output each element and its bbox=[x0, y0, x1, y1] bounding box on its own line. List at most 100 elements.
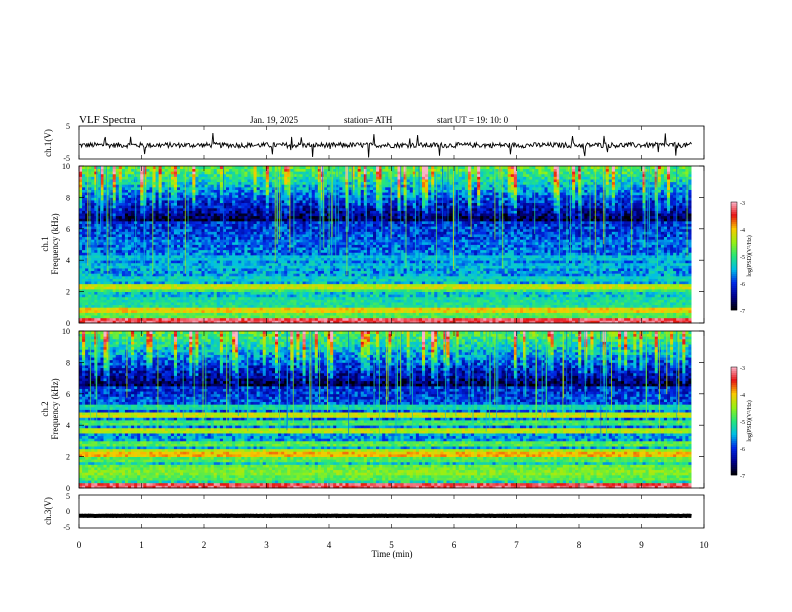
x-tick-label: 10 bbox=[700, 540, 710, 550]
colorbar-tick: -7 bbox=[740, 474, 745, 480]
colorbar-cell bbox=[731, 471, 737, 474]
colorbar-cell bbox=[731, 214, 737, 217]
colorbar-cell bbox=[731, 451, 737, 454]
colorbar-cell bbox=[731, 230, 737, 233]
colorbar-cell bbox=[731, 381, 737, 384]
date-label: Jan. 19, 2025 bbox=[250, 115, 298, 125]
ytick-label: 8 bbox=[66, 193, 70, 202]
colorbar-cell bbox=[731, 240, 737, 243]
colorbar-cell bbox=[731, 379, 737, 382]
ytick-label: 2 bbox=[66, 453, 70, 462]
ytick-label: 4 bbox=[66, 421, 70, 430]
colorbar-cell bbox=[731, 252, 737, 255]
ch1-spec-label: ch.1 bbox=[40, 236, 50, 251]
colorbar-cell bbox=[731, 439, 737, 442]
colorbar-cell bbox=[731, 377, 737, 380]
colorbar-cell bbox=[731, 254, 737, 257]
colorbar-cell bbox=[731, 268, 737, 271]
ch1-trace bbox=[78, 132, 692, 158]
colorbar-cell bbox=[731, 222, 737, 225]
station-label: station= ATH bbox=[344, 115, 393, 125]
colorbar-cell bbox=[731, 421, 737, 424]
colorbar-cell bbox=[731, 264, 737, 267]
x-tick-label: 0 bbox=[77, 540, 82, 550]
colorbar-cell bbox=[731, 403, 737, 406]
ch1-colorbar: -3 -4 -5 -6 -7 log(PSD)(V²/Hz) bbox=[730, 201, 753, 315]
start-ut-label: start UT = 19: 10: 0 bbox=[437, 115, 509, 125]
colorbar-cell bbox=[731, 302, 737, 305]
colorbar-cell bbox=[731, 407, 737, 410]
colorbar-cell bbox=[731, 425, 737, 428]
figure-title: VLF Spectra bbox=[79, 114, 136, 126]
colorbar-cell bbox=[731, 258, 737, 261]
colorbar-cell bbox=[731, 437, 737, 440]
colorbar-cell bbox=[731, 276, 737, 279]
time-axis: 0 1 2 3 4 5 6 7 8 9 10 bbox=[77, 126, 709, 550]
x-tick-label: 4 bbox=[327, 540, 332, 550]
colorbar-cell bbox=[731, 278, 737, 281]
ytick-label: 6 bbox=[66, 390, 70, 399]
colorbar-cell bbox=[731, 286, 737, 289]
colorbar-cell bbox=[731, 469, 737, 472]
ch2-spec-label: ch.2 bbox=[40, 401, 50, 416]
x-tick-label: 6 bbox=[452, 540, 457, 550]
colorbar-cell bbox=[731, 244, 737, 247]
colorbar-tick: -3 bbox=[740, 366, 745, 372]
ch3-frame bbox=[78, 494, 705, 529]
colorbar-cell bbox=[731, 298, 737, 301]
ch1-spectrogram-panel: 0 2 4 6 8 10 ch.1 Frequency (kHz) -3 -4 -5 -6 -7 l… bbox=[40, 162, 753, 328]
colorbar-cell bbox=[731, 433, 737, 436]
colorbar-cell bbox=[731, 274, 737, 277]
colorbar-tick: -5 bbox=[740, 255, 745, 261]
colorbar-cell bbox=[731, 419, 737, 422]
colorbar-cell bbox=[731, 256, 737, 259]
ytick-label: 4 bbox=[66, 256, 70, 265]
ch1-spec-ylabel: Frequency (kHz) bbox=[50, 213, 60, 274]
colorbar-cell bbox=[731, 248, 737, 251]
colorbar-cell bbox=[731, 234, 737, 237]
colorbar-tick: -3 bbox=[740, 201, 745, 207]
colorbar-cell bbox=[731, 250, 737, 253]
ch3-ylabel: ch.3(V) bbox=[43, 497, 53, 525]
colorbar-cell bbox=[731, 383, 737, 386]
ytick-label: 6 bbox=[66, 225, 70, 234]
colorbar-cell bbox=[731, 447, 737, 450]
colorbar-cell bbox=[731, 262, 737, 265]
colorbar-cell bbox=[731, 260, 737, 263]
ch1-spectrogram-image bbox=[79, 166, 704, 324]
colorbar-tick: -6 bbox=[740, 282, 745, 288]
colorbar-cell bbox=[731, 212, 737, 215]
x-tick-label: 8 bbox=[577, 540, 582, 550]
colorbar-cell bbox=[731, 232, 737, 235]
colorbar-cell bbox=[731, 371, 737, 374]
colorbar-cell bbox=[731, 465, 737, 468]
colorbar-cell bbox=[731, 206, 737, 209]
colorbar-label: log(PSD)(V²/Hz) bbox=[746, 235, 753, 276]
colorbar-cell bbox=[731, 296, 737, 299]
x-tick-label: 1 bbox=[139, 540, 144, 550]
ytick-label: 10 bbox=[62, 327, 70, 336]
colorbar-cell bbox=[731, 304, 737, 307]
ch3-ytick-top: 5 bbox=[66, 492, 70, 501]
colorbar-cell bbox=[731, 280, 737, 283]
colorbar-cell bbox=[731, 270, 737, 273]
colorbar-cell bbox=[731, 236, 737, 239]
ch2-spec-ylabel: Frequency (kHz) bbox=[50, 378, 60, 439]
colorbar-cell bbox=[731, 242, 737, 245]
colorbar-cell bbox=[731, 431, 737, 434]
colorbar-cell bbox=[731, 389, 737, 392]
colorbar-cell bbox=[731, 282, 737, 285]
x-tick-label: 3 bbox=[264, 540, 269, 550]
colorbar-cell bbox=[731, 461, 737, 464]
ytick-label: 2 bbox=[66, 288, 70, 297]
colorbar-cell bbox=[731, 308, 737, 311]
colorbar-cell bbox=[731, 387, 737, 390]
colorbar-cell bbox=[731, 288, 737, 291]
ch1-ytick-bottom: -5 bbox=[63, 154, 70, 163]
colorbar-cell bbox=[731, 226, 737, 229]
colorbar-cell bbox=[731, 306, 737, 309]
ytick-label: 10 bbox=[62, 162, 70, 171]
ch3-waveform-panel: 5 0 -5 ch.3(V) bbox=[43, 492, 705, 532]
colorbar-cell bbox=[731, 375, 737, 378]
colorbar-tick: -4 bbox=[740, 228, 745, 234]
